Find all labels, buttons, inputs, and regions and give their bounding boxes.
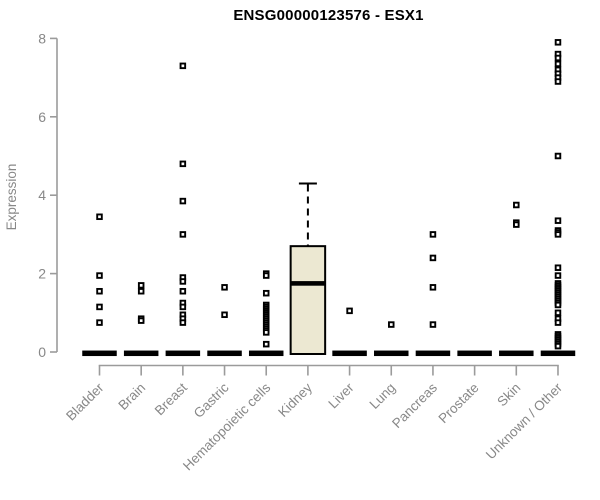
outlier-point [179, 303, 187, 311]
y-tick-label: 8 [38, 30, 46, 46]
zero-bar [540, 350, 576, 357]
x-tick-label: Kidney [275, 380, 315, 420]
outlier-point [513, 221, 520, 228]
zero-bar [165, 350, 201, 357]
zero-bar [457, 350, 492, 357]
zero-bar [82, 350, 117, 357]
outlier-point [429, 254, 437, 262]
chart-title: ENSG00000123576 - ESX1 [233, 7, 424, 24]
outlier-point [554, 231, 562, 238]
outlier-point [137, 282, 145, 289]
y-tick-label: 4 [38, 187, 46, 203]
x-tick-label: Lung [367, 380, 399, 412]
outlier-point [429, 284, 437, 291]
outlier-point [554, 54, 562, 62]
outlier-point [429, 231, 437, 238]
outlier-point [429, 321, 437, 328]
outlier-point [554, 319, 562, 326]
y-tick-label: 0 [38, 344, 46, 360]
x-tick-label: Breast [152, 380, 190, 418]
outlier-point [554, 39, 562, 46]
outlier-point [262, 340, 270, 348]
outlier-point [554, 301, 562, 309]
x-tick-label: Prostate [436, 380, 482, 426]
outlier-point [262, 289, 270, 297]
zero-bar [415, 350, 451, 357]
outlier-point [554, 264, 562, 271]
outlier-point [179, 278, 187, 285]
outlier-point [554, 272, 562, 279]
outlier-point [554, 217, 562, 224]
outlier-point [179, 197, 187, 205]
outlier-point [96, 303, 103, 311]
x-tick-label: Liver [325, 380, 357, 412]
zero-bar [374, 350, 409, 357]
outlier-point [221, 311, 228, 319]
zero-bar [248, 350, 284, 357]
outlier-point [388, 321, 395, 328]
x-tick-label: Pancreas [389, 380, 440, 431]
outlier-point [221, 284, 228, 291]
zero-bar [499, 350, 534, 357]
zero-bar [123, 350, 159, 357]
outlier-point [137, 317, 145, 324]
median-line [290, 281, 326, 286]
outlier-point [96, 287, 103, 295]
y-axis-title: Expression [4, 164, 19, 231]
outlier-point [96, 272, 103, 279]
outlier-point [554, 309, 562, 317]
outlier-point [179, 287, 187, 295]
outlier-point [179, 160, 187, 168]
y-tick-label: 6 [38, 109, 46, 125]
x-tick-label: Gastric [191, 380, 232, 421]
outlier-point [554, 78, 562, 85]
box [289, 245, 327, 355]
outlier-point [179, 231, 187, 238]
outlier-point [96, 213, 103, 221]
outlier-point [179, 62, 187, 70]
x-tick-label: Skin [494, 380, 523, 409]
outlier-point [262, 329, 270, 336]
outlier-point [96, 319, 103, 326]
outlier-point [262, 272, 270, 279]
zero-bar [332, 350, 367, 357]
zero-bar [207, 350, 242, 357]
x-tick-label: Unknown / Other [483, 380, 566, 463]
y-tick-label: 2 [38, 266, 46, 282]
outlier-point [554, 152, 562, 160]
outlier-point [554, 342, 562, 350]
outlier-point [137, 287, 145, 295]
x-tick-label: Bladder [63, 380, 107, 424]
outlier-point [513, 201, 520, 209]
outlier-point [179, 319, 187, 326]
outlier-point [554, 60, 562, 68]
outlier-point [346, 307, 353, 315]
x-tick-label: Brain [115, 380, 148, 413]
